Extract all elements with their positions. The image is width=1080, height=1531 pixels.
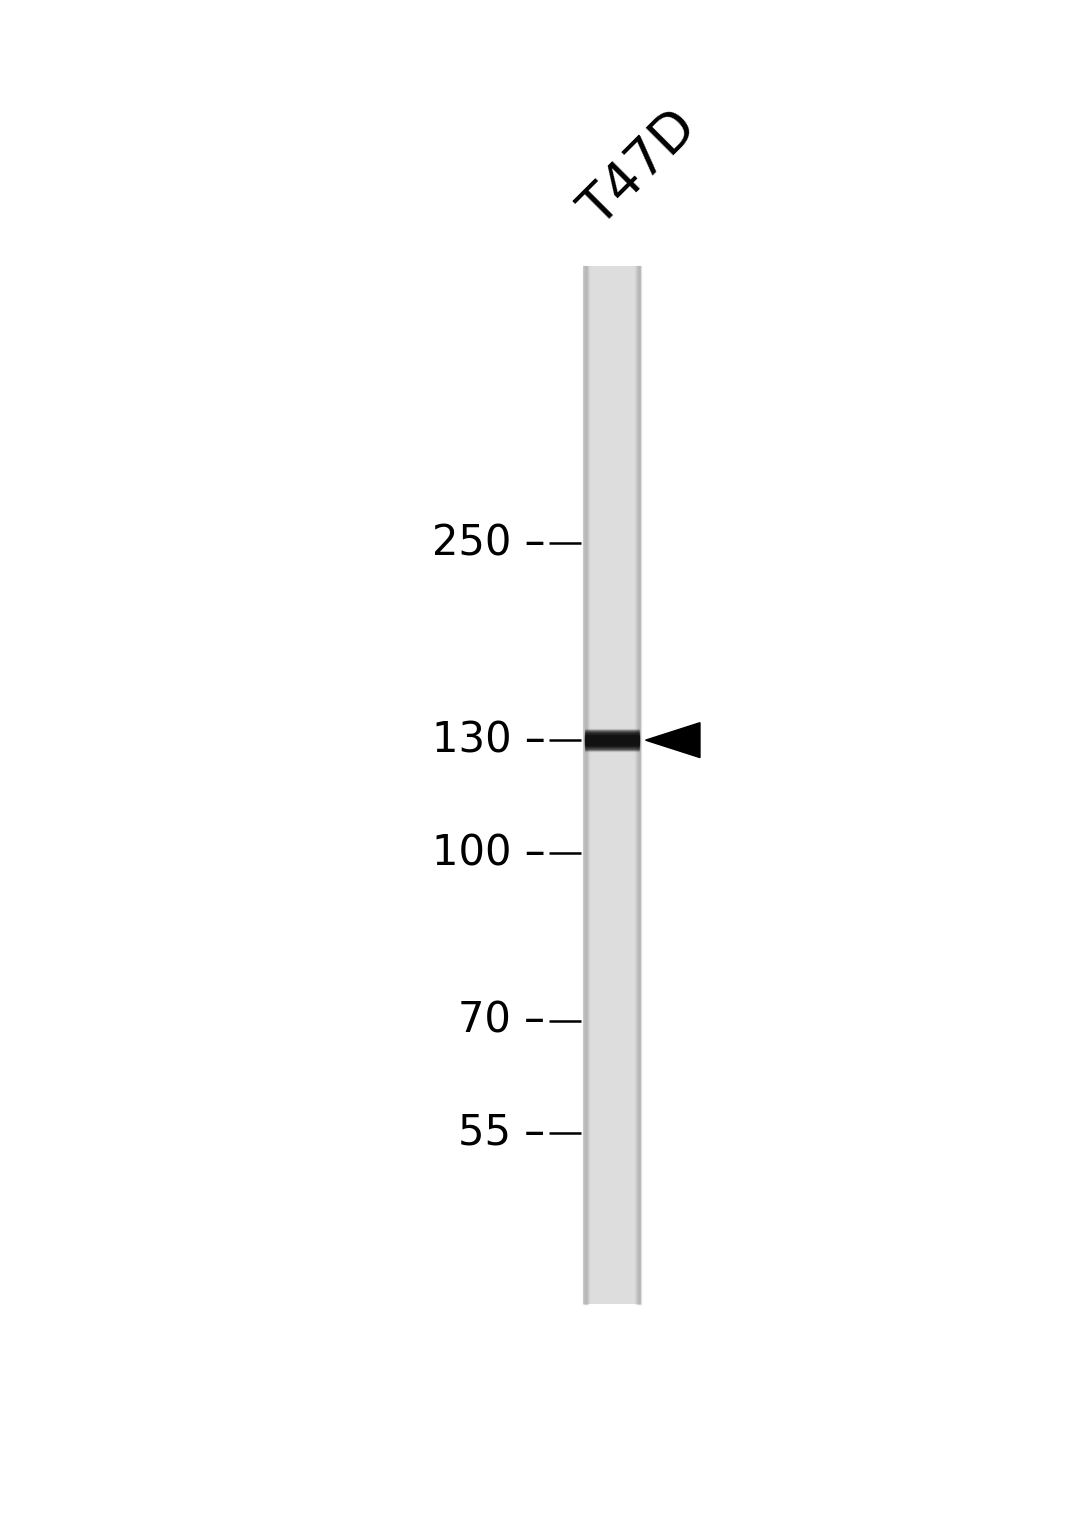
Text: 100 –: 100 – bbox=[432, 833, 545, 874]
Text: 130 –: 130 – bbox=[432, 720, 545, 761]
Text: 250 –: 250 – bbox=[432, 522, 545, 565]
Bar bbox=[583, 266, 642, 1304]
Polygon shape bbox=[646, 723, 700, 758]
Text: 70 –: 70 – bbox=[458, 1000, 545, 1041]
Text: T47D: T47D bbox=[571, 101, 707, 237]
Text: 55 –: 55 – bbox=[458, 1112, 545, 1154]
